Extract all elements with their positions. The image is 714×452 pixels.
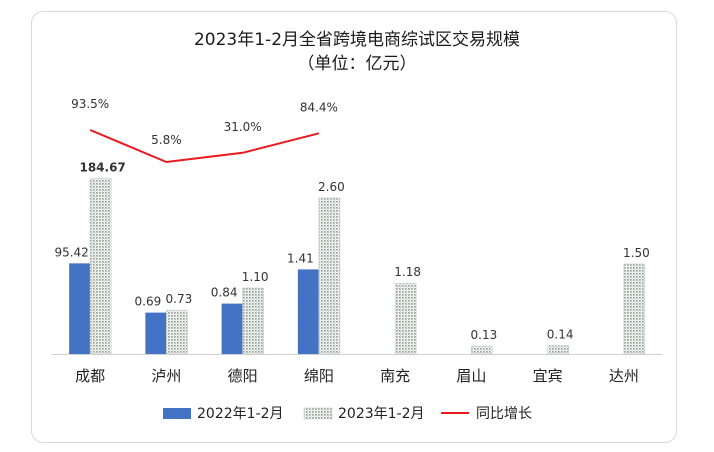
x-tick-label: 南充 — [380, 367, 410, 385]
legend-label-growth: 同比增长 — [476, 406, 532, 422]
chart-subtitle: （单位：亿元） — [297, 54, 417, 74]
x-tick-label: 宜宾 — [533, 367, 563, 385]
data-label-2023: 0.13 — [471, 328, 498, 342]
data-label-2022: 95.42 — [54, 245, 88, 259]
bar-2023 — [318, 197, 341, 355]
bar-2022 — [221, 303, 243, 354]
bar-2023 — [166, 309, 188, 355]
bar-2022 — [145, 312, 167, 354]
growth-line — [89, 129, 320, 164]
x-tick-label: 德阳 — [228, 367, 258, 385]
bar-2023 — [623, 263, 646, 355]
data-label-2023: 0.73 — [166, 292, 193, 306]
data-label-2023: 0.14 — [547, 328, 574, 342]
data-label-2023: 2.60 — [318, 180, 345, 194]
data-label-2022: 0.69 — [135, 295, 162, 309]
growth-label: 84.4% — [300, 100, 338, 114]
data-label-2023: 184.67 — [79, 161, 125, 175]
x-tick-label: 达州 — [609, 367, 639, 385]
x-tick-label: 泸州 — [151, 367, 181, 385]
growth-label: 5.8% — [151, 133, 182, 147]
bar-2023 — [547, 345, 569, 355]
growth-label: 31.0% — [224, 120, 262, 134]
legend-label-2023: 2023年1-2月 — [338, 406, 425, 422]
x-tick-label: 眉山 — [456, 367, 486, 385]
data-label-2023: 1.50 — [623, 246, 650, 260]
bar-2023 — [89, 178, 112, 355]
legend-swatch-2022 — [163, 408, 191, 419]
x-tick-label: 成都 — [75, 367, 105, 385]
data-label-2023: 1.10 — [242, 270, 269, 284]
bar-2023 — [242, 287, 264, 355]
chart-title: 2023年1-2月全省跨境电商综试区交易规模 — [193, 30, 521, 50]
bar-2022 — [69, 263, 91, 354]
bar-2022 — [297, 269, 319, 354]
bar-2023 — [471, 345, 493, 355]
chart-card — [31, 11, 677, 443]
legend-label-2022: 2022年1-2月 — [197, 406, 284, 422]
bar-2023 — [394, 282, 417, 355]
data-label-2022: 1.41 — [287, 251, 314, 265]
data-label-2023: 1.18 — [394, 265, 421, 279]
growth-label: 93.5% — [71, 97, 109, 111]
data-label-2022: 0.84 — [211, 286, 238, 300]
x-tick-label: 绵阳 — [304, 367, 334, 385]
legend-swatch-2023 — [303, 407, 333, 420]
